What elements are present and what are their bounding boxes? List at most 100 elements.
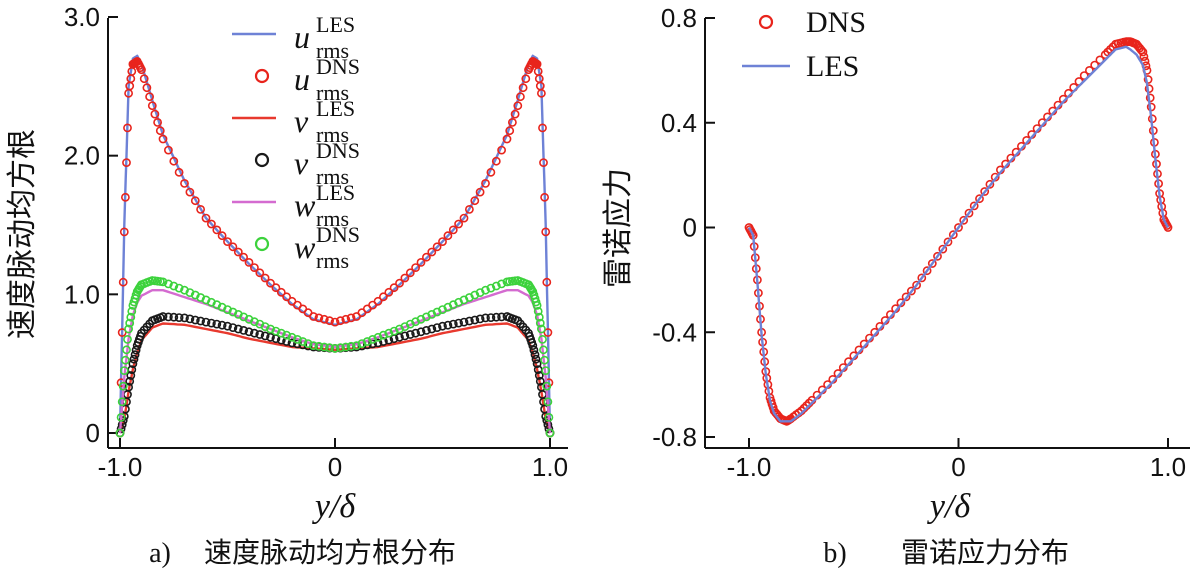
series-point-w-rms-dns bbox=[117, 397, 127, 407]
series-point-u-rms-dns bbox=[147, 101, 157, 111]
series-point-v-rms-dns bbox=[411, 328, 420, 338]
legend-label-sup: DNS bbox=[316, 222, 360, 247]
series-point-w-rms-dns bbox=[266, 324, 275, 334]
series-point-v-rms-dns bbox=[530, 350, 540, 360]
series-point-w-rms-dns bbox=[405, 319, 415, 329]
series-point-u-rms-dns bbox=[228, 242, 238, 252]
series-point-v-rms-dns bbox=[169, 312, 179, 322]
series-point-v-rms-dns bbox=[266, 332, 275, 342]
series-point-w-rms-dns bbox=[362, 337, 372, 346]
legend-label-sub: rms bbox=[316, 248, 349, 273]
series-point-w-rms-dns bbox=[542, 381, 552, 391]
series-point-w-rms-dns bbox=[121, 355, 130, 365]
legend-label-main: v bbox=[294, 145, 309, 181]
series-point-v-rms-dns bbox=[491, 312, 501, 322]
legend-label-sup: DNS bbox=[316, 138, 360, 163]
series-point-u-rms-dns bbox=[145, 92, 154, 102]
series-point-v-rms-dns bbox=[217, 320, 227, 330]
series-point-u-rms-dns bbox=[335, 316, 345, 326]
series-point-u-rms-dns bbox=[454, 219, 463, 229]
series-point-v-rms-dns bbox=[400, 331, 410, 341]
series-point-w-rms-dns bbox=[537, 324, 546, 334]
series-point-u-rms-dns bbox=[117, 328, 127, 337]
series-point-dns bbox=[948, 230, 958, 240]
series-point-w-rms-dns bbox=[292, 334, 302, 344]
x-tick-label: -1.0 bbox=[98, 452, 143, 482]
series-point-u-rms-dns bbox=[538, 123, 547, 133]
series-point-u-rms-dns bbox=[341, 314, 351, 324]
series-point-u-rms-dns bbox=[212, 225, 222, 235]
series-point-u-rms-dns bbox=[438, 237, 447, 246]
series-point-w-rms-dns bbox=[486, 283, 496, 293]
series-point-v-rms-dns bbox=[486, 313, 496, 322]
series-point-dns bbox=[959, 215, 969, 225]
series-point-dns bbox=[917, 273, 927, 283]
y-tick-label: 0 bbox=[683, 213, 697, 243]
legend-label-main: w bbox=[294, 187, 316, 223]
series-point-w-rms-dns bbox=[298, 337, 308, 346]
series-point-w-rms-dns bbox=[118, 381, 128, 391]
series-point-u-rms-dns bbox=[330, 317, 340, 327]
series-point-w-rms-dns bbox=[126, 312, 136, 322]
legend-label-main: v bbox=[294, 103, 309, 139]
panel-a-caption-tag: a) bbox=[149, 538, 171, 569]
series-point-u-rms-dns bbox=[464, 204, 474, 214]
panel-b-caption-tag: b) bbox=[823, 538, 846, 569]
series-point-dns bbox=[1090, 60, 1100, 70]
legend-label-sup: LES bbox=[316, 12, 355, 37]
x-tick-label: 0 bbox=[951, 452, 965, 482]
legend-label-sub: rms bbox=[316, 80, 349, 105]
legend-marker-swatch bbox=[254, 68, 270, 84]
series-point-dns bbox=[927, 259, 937, 268]
series-point-dns bbox=[1095, 55, 1105, 65]
series-point-w-rms-dns bbox=[123, 334, 132, 344]
series-point-u-rms-dns bbox=[427, 247, 437, 257]
series-point-u-rms-dns bbox=[325, 316, 334, 326]
series-point-dns bbox=[1163, 223, 1173, 232]
series-point-v-rms-dns bbox=[532, 359, 542, 369]
series-point-v-rms-dns bbox=[125, 376, 135, 386]
series-point-u-rms-dns bbox=[309, 312, 318, 321]
y-tick-label: 0 bbox=[86, 418, 100, 448]
series-point-u-rms-dns bbox=[459, 213, 469, 223]
series-point-v-rms-dns bbox=[454, 318, 463, 328]
series-point-v-rms-dns bbox=[529, 345, 539, 355]
series-point-u-rms-dns bbox=[119, 227, 129, 237]
series-point-w-rms-dns bbox=[325, 343, 334, 353]
series-point-dns bbox=[1139, 52, 1149, 61]
legend-label: LES bbox=[806, 50, 859, 83]
series-point-u-rms-dns bbox=[266, 278, 275, 288]
y-tick-label: 2.0 bbox=[64, 141, 100, 171]
series-point-w-rms-dns bbox=[116, 412, 126, 422]
series-point-w-rms-dns bbox=[276, 328, 286, 338]
y-tick-label: 1.0 bbox=[64, 279, 100, 309]
series-point-dns bbox=[954, 223, 963, 232]
series-point-u-rms-dns bbox=[400, 273, 410, 283]
series-point-w-rms-dns bbox=[282, 330, 291, 340]
series-point-u-rms-dns bbox=[206, 219, 216, 229]
series-point-u-rms-dns bbox=[158, 134, 168, 144]
series-point-u-rms-dns bbox=[169, 156, 179, 166]
series-point-u-rms-dns bbox=[470, 196, 480, 206]
series-point-u-rms-dns bbox=[260, 273, 270, 283]
series-point-v-rms-dns bbox=[395, 332, 404, 342]
panel-b-series bbox=[744, 37, 1173, 426]
series-point-v-rms-dns bbox=[228, 323, 238, 332]
panel-b-caption: 雷诺应力分布 bbox=[901, 536, 1069, 569]
series-point-u-rms-dns bbox=[255, 268, 265, 278]
legend-label-sup: LES bbox=[316, 180, 355, 205]
series-point-v-rms-dns bbox=[378, 337, 388, 346]
series-point-v-rms-dns bbox=[535, 376, 545, 386]
series-point-u-rms-dns bbox=[481, 178, 490, 188]
series-point-u-rms-dns bbox=[217, 231, 227, 241]
series-point-dns bbox=[985, 179, 995, 189]
series-line-les bbox=[747, 45, 1170, 423]
series-point-u-rms-dns bbox=[475, 187, 485, 197]
series-point-dns bbox=[1138, 47, 1148, 57]
series-point-w-rms-dns bbox=[314, 341, 324, 351]
series-point-w-rms-dns bbox=[357, 339, 367, 348]
series-point-u-rms-dns bbox=[196, 204, 205, 214]
series-point-u-rms-dns bbox=[239, 252, 248, 262]
series-point-u-rms-dns bbox=[378, 292, 388, 302]
series-point-v-rms-dns bbox=[201, 317, 211, 327]
